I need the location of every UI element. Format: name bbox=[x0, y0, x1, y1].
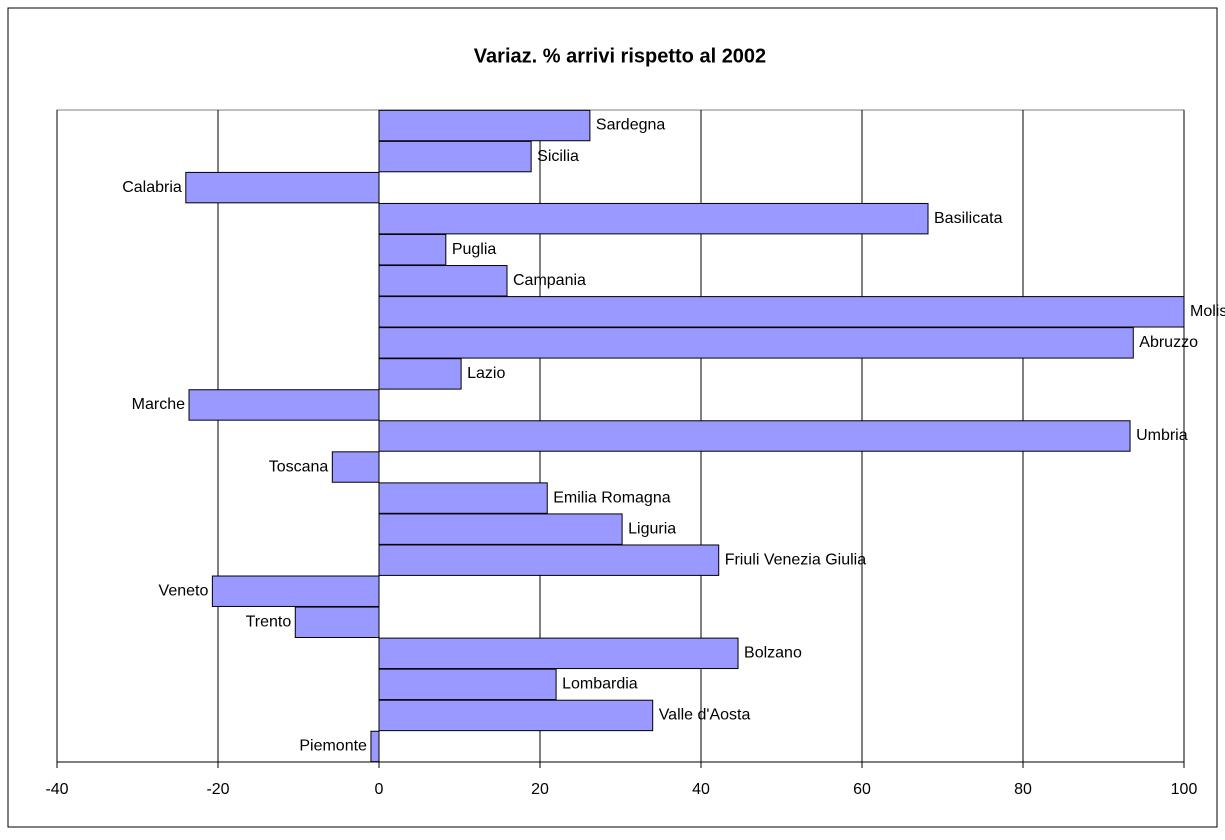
bar bbox=[378, 265, 508, 297]
x-tick-label: 60 bbox=[853, 781, 871, 798]
bar bbox=[378, 699, 654, 732]
category-label: Puglia bbox=[452, 241, 497, 258]
category-label: Lazio bbox=[467, 365, 505, 382]
category-label: Valle d'Aosta bbox=[659, 707, 751, 724]
x-tick-label: -20 bbox=[206, 781, 229, 798]
category-label: Lombardia bbox=[562, 676, 638, 693]
bar bbox=[331, 451, 380, 483]
bar bbox=[185, 171, 380, 204]
x-tick-label: -40 bbox=[45, 781, 68, 798]
category-label: Basilicata bbox=[934, 210, 1003, 227]
bar bbox=[378, 109, 591, 142]
bar bbox=[378, 668, 557, 701]
bar bbox=[188, 389, 380, 421]
bar bbox=[378, 637, 739, 670]
category-label: Sardegna bbox=[596, 117, 665, 134]
bar bbox=[294, 606, 380, 638]
category-label: Molise bbox=[1190, 303, 1225, 320]
category-label: Abruzzo bbox=[1139, 334, 1198, 351]
category-label: Calabria bbox=[122, 179, 182, 196]
category-label: Marche bbox=[132, 396, 185, 413]
x-tick-label: 80 bbox=[1014, 781, 1032, 798]
bar bbox=[378, 544, 720, 576]
chart-title: Variaz. % arrivi rispetto al 2002 bbox=[474, 45, 766, 67]
bar bbox=[378, 358, 462, 390]
bar bbox=[378, 296, 1185, 328]
category-label: Friuli Venezia Giulia bbox=[725, 551, 867, 568]
category-label: Piemonte bbox=[299, 738, 367, 755]
category-label: Toscana bbox=[269, 458, 329, 475]
bar bbox=[378, 327, 1134, 359]
bar bbox=[378, 420, 1131, 452]
x-tick-label: 100 bbox=[1171, 781, 1198, 798]
x-tick-label: 20 bbox=[531, 781, 549, 798]
bar bbox=[378, 482, 548, 514]
category-label: Bolzano bbox=[744, 645, 802, 662]
bar bbox=[378, 513, 623, 545]
x-tick-label: 40 bbox=[692, 781, 710, 798]
x-tick-label: 0 bbox=[375, 781, 384, 798]
bar bbox=[370, 730, 380, 763]
bar bbox=[378, 202, 929, 235]
category-label: Campania bbox=[513, 272, 586, 289]
category-label: Emilia Romagna bbox=[553, 489, 670, 506]
bar bbox=[378, 140, 532, 173]
category-label: Trento bbox=[246, 614, 292, 631]
category-label: Umbria bbox=[1136, 427, 1188, 444]
category-label: Sicilia bbox=[537, 148, 579, 165]
bar bbox=[378, 234, 447, 266]
bar bbox=[211, 575, 380, 607]
category-label: Veneto bbox=[159, 582, 209, 599]
category-label: Liguria bbox=[628, 520, 676, 537]
